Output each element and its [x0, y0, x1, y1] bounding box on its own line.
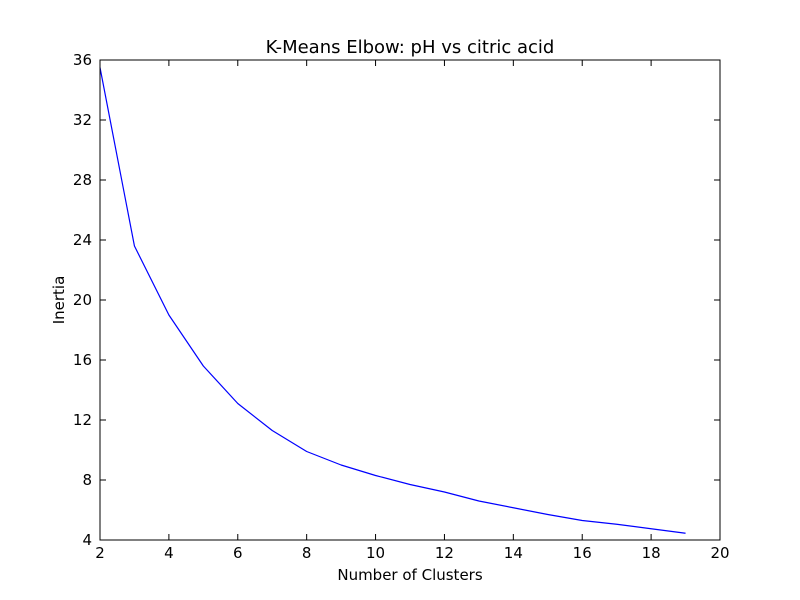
x-tick-label: 14: [504, 544, 523, 562]
data-point: [203, 365, 204, 366]
y-tick-label: 24: [73, 231, 92, 249]
data-point: [513, 507, 514, 508]
x-axis-label: Number of Clusters: [337, 566, 482, 584]
x-tick-label: 20: [710, 544, 729, 562]
y-tick-label: 4: [82, 531, 92, 549]
data-point: [237, 403, 238, 404]
data-point: [409, 484, 410, 485]
plot-area-background: [100, 60, 720, 540]
y-tick-label: 32: [73, 111, 92, 129]
x-tick-label: 18: [642, 544, 661, 562]
data-point: [168, 314, 169, 315]
x-tick-label: 2: [95, 544, 105, 562]
data-point: [375, 475, 376, 476]
data-point: [651, 528, 652, 529]
y-axis-label: Inertia: [50, 276, 68, 325]
data-point: [341, 464, 342, 465]
data-point: [685, 533, 686, 534]
y-tick-label: 12: [73, 411, 92, 429]
data-point: [547, 514, 548, 515]
data-point: [616, 524, 617, 525]
x-tick-label: 16: [573, 544, 592, 562]
data-point: [444, 491, 445, 492]
x-tick-label: 10: [366, 544, 385, 562]
x-axis-ticks: 2 4 6 8 10 12 14 16 18 20: [95, 60, 730, 562]
data-point: [134, 245, 135, 246]
x-tick-label: 4: [164, 544, 174, 562]
x-tick-label: 6: [233, 544, 243, 562]
x-tick-label: 12: [435, 544, 454, 562]
series-line: [99, 67, 686, 534]
series-layer: [99, 67, 686, 534]
data-point: [478, 500, 479, 501]
data-point: [582, 520, 583, 521]
data-point: [272, 430, 273, 431]
y-tick-label: 8: [82, 471, 92, 489]
plot-frame: [99, 59, 721, 541]
y-tick-label: 36: [73, 51, 92, 69]
y-tick-label: 20: [73, 291, 92, 309]
y-tick-label: 16: [73, 351, 92, 369]
data-point: [306, 451, 307, 452]
x-tick-label: 8: [302, 544, 312, 562]
chart-title: K-Means Elbow: pH vs citric acid: [266, 37, 555, 58]
y-axis-ticks: 4 8 12 16 20 24 28 32 36: [73, 51, 720, 549]
y-tick-label: 28: [73, 171, 92, 189]
